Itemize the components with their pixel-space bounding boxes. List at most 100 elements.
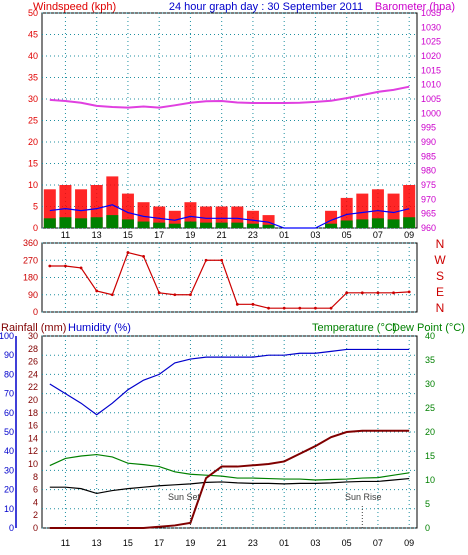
wind-base-bar — [325, 223, 338, 228]
direction-letter: N — [436, 301, 445, 315]
barometer-tick-label: 985 — [421, 151, 436, 161]
x-tick-label: 09 — [404, 230, 414, 240]
wind-direction-point — [235, 302, 239, 306]
wind-direction-point — [376, 291, 380, 295]
wind-direction-point — [142, 255, 145, 258]
temperature-line — [49, 453, 410, 481]
temperature-tick-label: 20 — [425, 427, 435, 437]
x-tick-label: 19 — [185, 230, 195, 240]
x-tick-label: 03 — [310, 230, 320, 240]
barometer-tick-label: 995 — [421, 123, 436, 133]
windspeed-tick-label: 15 — [28, 159, 38, 169]
wind-base-bar — [59, 217, 72, 228]
x-tick-label: 15 — [123, 230, 133, 240]
x-tick-label: 23 — [248, 538, 258, 548]
wind-direction-line — [49, 251, 410, 309]
temperature-tick-label: 35 — [425, 355, 435, 365]
temperature-tick-label: 25 — [425, 403, 435, 413]
barometer-line — [49, 85, 410, 109]
wind-direction-point — [314, 306, 317, 310]
x-tick-label: 01 — [279, 230, 289, 240]
humidity-tick-label: 90 — [4, 350, 14, 360]
wind-base-bar — [231, 222, 244, 228]
humidity-line — [49, 348, 410, 416]
wind-base-bar — [262, 224, 275, 228]
humidity-tick-label: 0 — [9, 523, 14, 533]
rainfall-tick-label: 18 — [28, 408, 38, 418]
wind-base-bar — [200, 222, 213, 228]
wind-direction-point — [251, 302, 255, 306]
wind-base-bar — [153, 222, 166, 228]
rainfall-tick-label: 20 — [28, 395, 38, 405]
wind-direction-point — [407, 290, 411, 294]
wind-direction-point — [204, 258, 208, 262]
humidity-tick-label: 40 — [4, 446, 14, 456]
direction-letter: E — [436, 285, 444, 299]
windspeed-tick-label: 5 — [33, 202, 38, 212]
x-tick-label: 23 — [248, 230, 258, 240]
humidity-tick-label: 80 — [4, 369, 14, 379]
humidity-tick-label: 100 — [0, 331, 14, 341]
humidity-tick-label: 10 — [4, 504, 14, 514]
rainfall-tick-label: 12 — [28, 446, 38, 456]
humidity-axis-title: Humidity (%) — [68, 322, 131, 334]
rainfall-tick-label: 30 — [28, 331, 38, 341]
x-tick-label: 17 — [154, 230, 164, 240]
x-tick-label: 21 — [217, 230, 227, 240]
rainfall-tick-label: 28 — [28, 344, 38, 354]
sunrise-annotation: Sun Rise — [345, 492, 382, 502]
temperature-tick-label: 10 — [425, 475, 435, 485]
windspeed-tick-label: 30 — [28, 94, 38, 104]
rainfall-tick-label: 24 — [28, 369, 38, 379]
direction-tick-label: 360 — [23, 238, 38, 248]
barometer-tick-label: 990 — [421, 137, 436, 147]
humidity-tick-label: 30 — [4, 465, 14, 475]
wind-direction-point — [360, 291, 364, 295]
windspeed-tick-label: 10 — [28, 180, 38, 190]
windspeed-tick-label: 20 — [28, 137, 38, 147]
windspeed-tick-label: 0 — [33, 223, 38, 233]
wind-direction-point — [64, 264, 67, 268]
barometer-axis-title: Barometer (hpa) — [375, 1, 455, 13]
wind-base-bar — [168, 223, 181, 228]
barometer-tick-label: 970 — [421, 194, 436, 204]
wind-base-bar — [106, 215, 119, 228]
dewpoint-line — [49, 477, 410, 495]
wind-base-bar — [246, 223, 259, 228]
wind-direction-point — [79, 266, 83, 270]
windspeed-tick-label: 50 — [28, 8, 38, 18]
wind-direction-point — [392, 291, 395, 295]
wind-direction-point — [329, 306, 333, 310]
wind-direction-point — [267, 306, 270, 310]
wind-base-bar — [184, 221, 197, 228]
wind-direction-point — [220, 258, 224, 262]
direction-letter: S — [436, 269, 444, 283]
x-tick-label: 13 — [92, 230, 102, 240]
x-tick-label: 11 — [61, 538, 70, 548]
direction-tick-label: 90 — [28, 290, 38, 300]
x-tick-label: 21 — [217, 538, 227, 548]
barometer-tick-label: 1015 — [421, 65, 441, 75]
rainfall-tick-label: 10 — [28, 459, 38, 469]
windspeed-tick-label: 45 — [28, 30, 38, 40]
rainfall-tick-label: 26 — [28, 357, 38, 367]
direction-letter: N — [436, 237, 445, 251]
rainfall-tick-label: 8 — [33, 472, 38, 482]
windspeed-tick-label: 35 — [28, 73, 38, 83]
wind-base-bar — [137, 221, 150, 228]
temperature-tick-label: 30 — [425, 379, 435, 389]
x-tick-label: 07 — [373, 230, 383, 240]
x-tick-label: 07 — [373, 538, 383, 548]
x-tick-label: 19 — [185, 538, 195, 548]
wind-base-bar — [387, 219, 400, 228]
wind-direction-point — [110, 293, 114, 297]
barometer-tick-label: 965 — [421, 209, 436, 219]
wind-base-bar — [371, 218, 384, 228]
dewpoint-axis-title: Dew Point (°C) — [392, 322, 465, 334]
windspeed-tick-label: 40 — [28, 51, 38, 61]
rainfall-line — [49, 429, 410, 529]
wind-base-bar — [403, 217, 416, 228]
wind-direction-point — [173, 293, 177, 297]
